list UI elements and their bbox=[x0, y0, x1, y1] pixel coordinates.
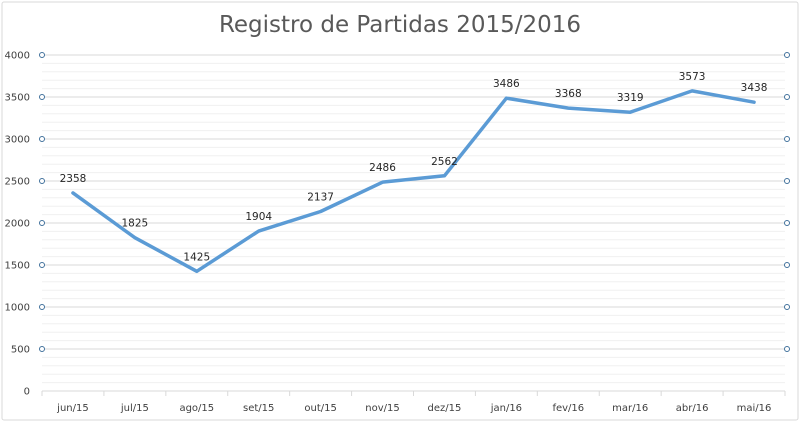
data-label: 3319 bbox=[617, 92, 644, 104]
x-tick-label: ago/15 bbox=[179, 403, 214, 414]
selection-handle-left bbox=[39, 178, 45, 184]
data-label: 1425 bbox=[183, 251, 210, 263]
selection-handle-left bbox=[39, 136, 45, 142]
y-tick-label: 500 bbox=[11, 345, 30, 356]
selection-handle-left bbox=[39, 52, 45, 58]
axes: 0 500 1000 1500 2000 2500 3000 3500 4000 jun/15 ju… bbox=[5, 51, 790, 414]
series-line bbox=[71, 89, 756, 274]
data-label: 3486 bbox=[493, 78, 520, 90]
x-tick-label: mar/16 bbox=[612, 403, 648, 414]
x-tick-label: abr/16 bbox=[676, 403, 709, 414]
x-tick-label: jul/15 bbox=[120, 403, 149, 414]
gridlines bbox=[42, 54, 785, 392]
selection-handle-right bbox=[784, 262, 790, 268]
selection-handle-right bbox=[784, 178, 790, 184]
x-tick-label: mai/16 bbox=[737, 403, 772, 414]
selection-handle-right bbox=[784, 304, 790, 310]
x-tick-label: jun/15 bbox=[56, 403, 89, 414]
data-label: 2137 bbox=[307, 191, 334, 203]
data-label: 3368 bbox=[555, 88, 582, 100]
x-tick-label: out/15 bbox=[304, 403, 336, 414]
y-tick-label: 0 bbox=[24, 387, 30, 398]
selection-handle-right bbox=[784, 346, 790, 352]
y-tick-label: 3500 bbox=[5, 93, 30, 104]
y-tick-label: 1000 bbox=[5, 303, 30, 314]
chart-title: Registro de Partidas 2015/2016 bbox=[219, 12, 581, 38]
data-label: 2562 bbox=[431, 156, 458, 168]
data-label: 1825 bbox=[122, 218, 149, 230]
y-tick-label: 2500 bbox=[5, 177, 30, 188]
selection-handle-right bbox=[784, 52, 790, 58]
data-label: 3573 bbox=[679, 71, 706, 83]
x-tick-label: dez/15 bbox=[428, 403, 462, 414]
selection-handle-left bbox=[39, 346, 45, 352]
x-tick-label: nov/15 bbox=[365, 403, 399, 414]
x-tick-label: set/15 bbox=[243, 403, 274, 414]
data-label: 2486 bbox=[369, 162, 396, 174]
selection-handle-left bbox=[39, 304, 45, 310]
y-tick-label: 4000 bbox=[5, 51, 30, 62]
y-tick-label: 2000 bbox=[5, 219, 30, 230]
selection-handle-right bbox=[784, 136, 790, 142]
x-tick-label: fev/16 bbox=[552, 403, 584, 414]
data-label: 3438 bbox=[741, 82, 768, 94]
y-tick-label: 3000 bbox=[5, 135, 30, 146]
selection-handle-left bbox=[39, 94, 45, 100]
selection-handle-left bbox=[39, 220, 45, 226]
y-tick-label: 1500 bbox=[5, 261, 30, 272]
data-label: 2358 bbox=[60, 173, 87, 185]
selection-handle-right bbox=[784, 94, 790, 100]
selection-handle-right bbox=[784, 220, 790, 226]
data-labels: 2358 1825 1425 1904 2137 2486 2562 3486 3368 3319… bbox=[60, 71, 768, 263]
data-label: 1904 bbox=[245, 211, 272, 223]
series bbox=[71, 89, 756, 274]
x-tick-label: jan/16 bbox=[490, 403, 522, 414]
selection-handle-left bbox=[39, 262, 45, 268]
